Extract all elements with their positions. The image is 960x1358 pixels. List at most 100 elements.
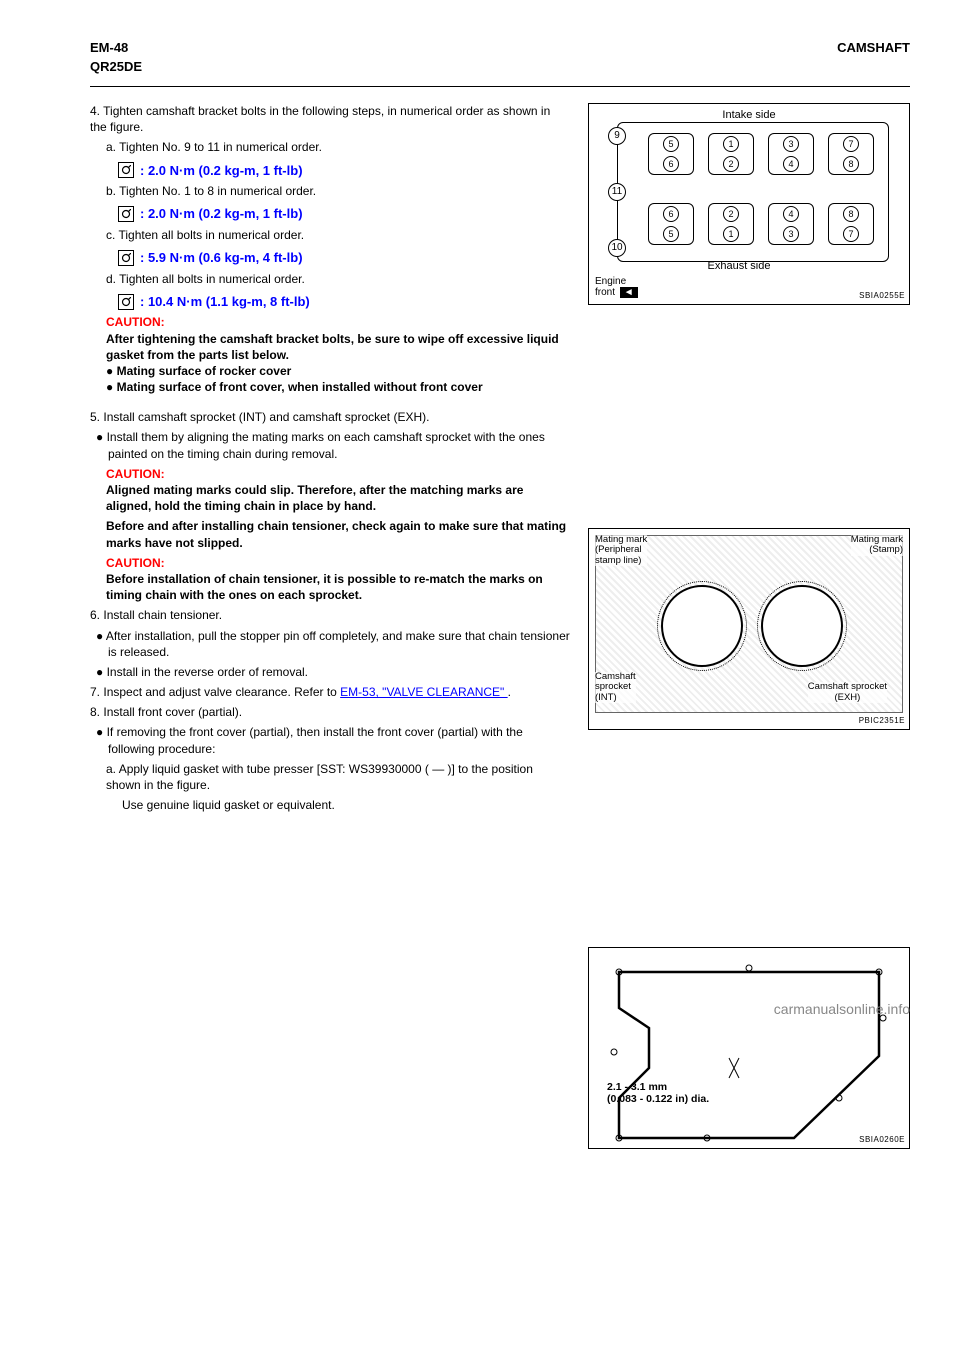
n3: 3 — [783, 136, 799, 152]
page-number: EM-48 — [90, 40, 128, 55]
bullet-2: ● Mating surface of front cover, when in… — [106, 379, 570, 395]
torque-d-text: : 10.4 N·m (1.1 kg-m, 8 ft-lb) — [140, 293, 310, 311]
bolt-11: 11 — [608, 183, 626, 201]
step-4a: a. Tighten No. 9 to 11 in numerical orde… — [106, 139, 570, 155]
a-text: Tighten No. 9 to 11 in numerical order. — [119, 140, 322, 154]
gasket-dim: 2.1 - 3.1 mm (0.083 - 0.122 in) dia. — [607, 1081, 709, 1106]
s5-caution1: CAUTION: — [106, 466, 570, 482]
header-rule — [90, 86, 910, 87]
step-5: 5. Install camshaft sprocket (INT) and c… — [90, 409, 570, 425]
s7tail: . — [508, 685, 511, 699]
footer-link[interactable]: carmanualsonline.info — [774, 1001, 910, 1017]
a-prefix: a. — [106, 140, 116, 154]
c-text: Tighten all bolts in numerical order. — [118, 228, 304, 242]
n5: 5 — [663, 136, 679, 152]
s4-prefix: 4. — [90, 103, 100, 119]
intake-label: Intake side — [589, 108, 909, 123]
l4: Camshaft sprocket — [808, 681, 887, 692]
fig1-code: SBIA0255E — [859, 291, 905, 302]
label-mm-stamp: Mating mark (Stamp) — [851, 535, 903, 556]
s8-sub-a: a. Apply liquid gasket with tube presser… — [106, 761, 570, 793]
section-title: CAMSHAFT — [837, 40, 910, 55]
slot-e4: 8 7 — [828, 203, 874, 245]
label-mm-peripheral: Mating mark (Peripheral stamp line) — [595, 535, 647, 566]
page: EM-48 CAMSHAFT QR25DE Intake side 9 11 1… — [0, 0, 960, 1027]
slot-e2: 2 1 — [708, 203, 754, 245]
torque-c: : 5.9 N·m (0.6 kg-m, 4 ft-lb) — [118, 249, 570, 267]
ne5: 5 — [663, 226, 679, 242]
s6-b1: ● Install in the reverse order of remova… — [96, 664, 570, 680]
step-4c: c. Tighten all bolts in numerical order. — [106, 227, 570, 243]
slot-i1: 5 6 — [648, 133, 694, 175]
l2: Mating mark — [851, 534, 903, 545]
step-4d: d. Tighten all bolts in numerical order. — [106, 271, 570, 287]
torque-b: : 2.0 N·m (0.2 kg-m, 1 ft-lb) — [118, 205, 570, 223]
s6b0: After installation, pull the stopper pin… — [106, 629, 570, 659]
b-text: Tighten No. 1 to 8 in numerical order. — [119, 184, 316, 198]
figure-gasket: 2.1 - 3.1 mm (0.083 - 0.122 in) dia. SBI… — [588, 947, 910, 1149]
engine-front-label: Engine front ◄ — [595, 276, 638, 298]
label-exh: Camshaft sprocket (EXH) — [808, 682, 887, 703]
ne2: 2 — [723, 206, 739, 222]
fig3-code: SBIA0260E — [859, 1135, 905, 1146]
c2: CAUTION: — [106, 556, 165, 570]
n1: 1 — [723, 136, 739, 152]
s6p: 6. — [90, 608, 100, 622]
s5-b0: ● Install them by aligning the mating ma… — [96, 429, 570, 461]
torque-icon — [118, 206, 134, 222]
figure-bolt-order: Intake side 9 11 10 5 6 1 2 3 4 7 — [588, 103, 910, 305]
ne3: 3 — [783, 226, 799, 242]
n7: 7 — [843, 136, 859, 152]
slot-e3: 4 3 — [768, 203, 814, 245]
ne1: 1 — [723, 226, 739, 242]
slot-i4: 7 8 — [828, 133, 874, 175]
b2t: Mating surface of front cover, when inst… — [117, 380, 483, 394]
l1b: (Peripheral — [595, 544, 641, 555]
ne8: 8 — [843, 206, 859, 222]
slot-i2: 1 2 — [708, 133, 754, 175]
dim1: 2.1 - 3.1 mm — [607, 1081, 667, 1093]
s5b0: Install them by aligning the mating mark… — [107, 430, 545, 460]
ne7: 7 — [843, 226, 859, 242]
s8b1: Apply liquid gasket with tube presser [S… — [106, 762, 533, 792]
l3b: sprocket — [595, 681, 631, 692]
s5-caution2: CAUTION: — [106, 555, 570, 571]
s8b0: If removing the front cover (partial), t… — [107, 725, 523, 755]
torque-icon — [118, 162, 134, 178]
d-text: Tighten all bolts in numerical order. — [119, 272, 305, 286]
l3: Camshaft — [595, 671, 636, 682]
s5-b3: Before installation of chain tensioner, … — [106, 571, 570, 603]
bolt-10: 10 — [608, 239, 626, 257]
l3c: (INT) — [595, 692, 617, 703]
gasket-svg — [589, 948, 909, 1148]
content-area: Intake side 9 11 10 5 6 1 2 3 4 7 — [90, 103, 910, 997]
bolt-9: 9 — [608, 127, 626, 145]
fig2-code: PBIC2351E — [859, 716, 905, 727]
step-6: 6. Install chain tensioner. — [90, 607, 570, 623]
torque-d: : 10.4 N·m (1.1 kg-m, 8 ft-lb) — [118, 293, 570, 311]
s6t: Install chain tensioner. — [103, 608, 222, 622]
s7p: 7. — [90, 685, 100, 699]
exhaust-label: Exhaust side — [589, 259, 889, 274]
torque-b-text: : 2.0 N·m (0.2 kg-m, 1 ft-lb) — [140, 205, 303, 223]
torque-a: : 2.0 N·m (0.2 kg-m, 1 ft-lb) — [118, 162, 570, 180]
l2b: (Stamp) — [869, 544, 903, 555]
c-prefix: c. — [106, 228, 115, 242]
n6: 6 — [663, 156, 679, 172]
s8t: Install front cover (partial). — [103, 705, 242, 719]
ef2: front — [595, 287, 615, 298]
torque-icon — [118, 250, 134, 266]
s4-text: Tighten camshaft bracket bolts in the fo… — [90, 104, 550, 134]
sprocket-exh — [761, 585, 843, 667]
torque-c-text: : 5.9 N·m (0.6 kg-m, 4 ft-lb) — [140, 249, 303, 267]
ref-link[interactable]: EM-53, "VALVE CLEARANCE" — [340, 685, 507, 699]
torque-a-text: : 2.0 N·m (0.2 kg-m, 1 ft-lb) — [140, 162, 303, 180]
l4b: (EXH) — [834, 692, 860, 703]
step-7: 7. Inspect and adjust valve clearance. R… — [90, 684, 570, 700]
head-outline: 9 11 10 5 6 1 2 3 4 7 8 — [617, 122, 889, 262]
bullet-1: ● Mating surface of rocker cover — [106, 363, 570, 379]
step-4: 4. Tighten camshaft bracket bolts in the… — [90, 103, 570, 135]
s8-gasket: Use genuine liquid gasket or equivalent. — [122, 797, 570, 813]
caution-text: After tightening the camshaft bracket bo… — [106, 331, 570, 363]
text-column: 4. Tighten camshaft bracket bolts in the… — [90, 103, 570, 997]
